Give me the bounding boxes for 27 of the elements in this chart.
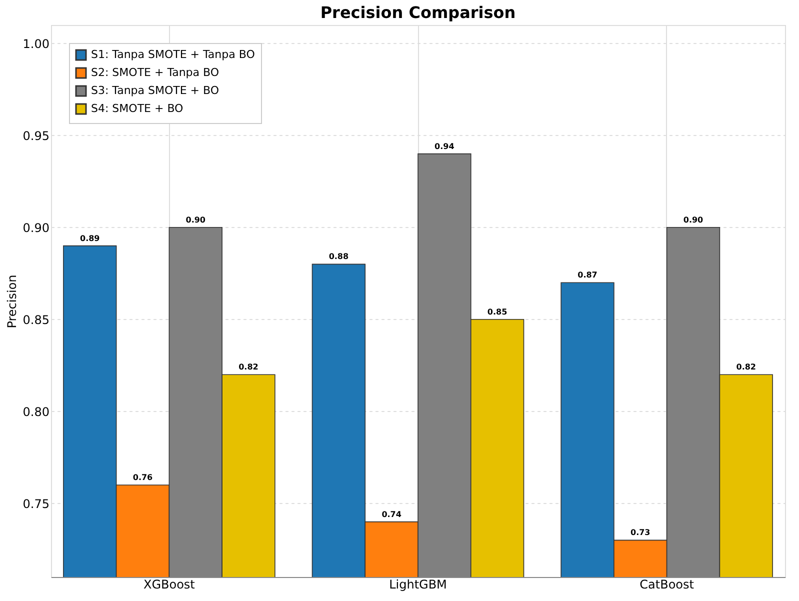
y-tick-label: 0.75	[22, 496, 50, 511]
data-label: 0.88	[328, 252, 349, 262]
data-label: 0.94	[434, 142, 455, 151]
data-label: 0.82	[238, 362, 258, 372]
data-label: 0.89	[80, 234, 100, 243]
data-label: 0.76	[132, 473, 154, 482]
x-tick-label: CatBoost	[640, 578, 694, 592]
data-label: 0.74	[382, 510, 402, 519]
y-tick-label: 0.90	[22, 220, 50, 235]
data-label: 0.87	[578, 270, 598, 280]
chart-title: Precision Comparison	[320, 3, 516, 22]
y-tick-label: 0.85	[22, 312, 50, 327]
y-tick-label: 0.80	[22, 404, 50, 419]
x-tick-label: LightGBM	[389, 578, 447, 592]
data-label: 0.82	[736, 362, 756, 372]
data-label: 0.85	[487, 307, 508, 316]
x-tick-label: XGBoost	[143, 578, 196, 592]
data-label: 0.90	[683, 215, 704, 224]
legend-label: S2: SMOTE + Tanpa BO	[91, 66, 220, 79]
y-tick-label: 1.00	[22, 36, 50, 51]
legend-label: S4: SMOTE + BO	[91, 102, 184, 115]
y-axis-title: Precision	[4, 274, 19, 328]
data-label: 0.73	[630, 528, 650, 538]
data-label: 0.90	[186, 215, 206, 224]
legend-label: S1: Tanpa SMOTE + Tanpa BO	[91, 48, 256, 61]
y-tick-label: 0.95	[22, 128, 50, 143]
legend-label: S3: Tanpa SMOTE + BO	[91, 84, 220, 97]
